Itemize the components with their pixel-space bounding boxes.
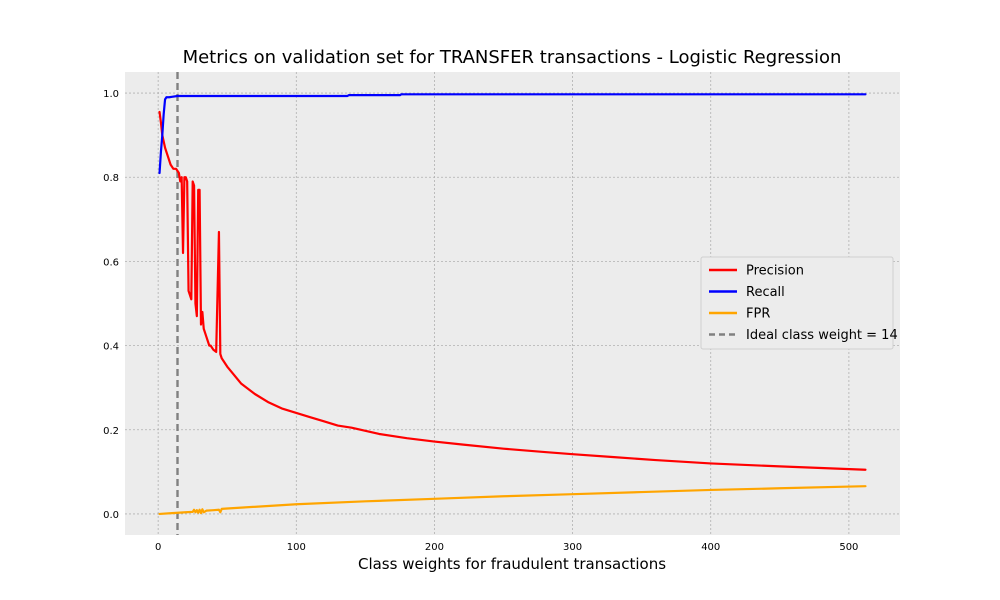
y-tick-label: 0.6 [103,257,119,268]
tick-labels: 0 100 200 300 400 500 0.0 0.2 0.4 0.6 0.8 1.0 [103,89,858,553]
series-line-fpr [158,485,867,516]
y-tick-label: 0.4 [103,342,119,353]
x-tick-label: 200 [425,542,444,553]
legend-label: Recall [746,285,785,300]
legend-label: Ideal class weight = 14 [746,328,898,343]
legend: Precision Recall FPR Ideal class weight = 1… [700,256,898,350]
y-tick-label: 0.8 [103,173,119,184]
y-tick-label: 0.2 [103,426,119,437]
x-tick-label: 300 [563,542,582,553]
x-tick-label: 100 [287,542,306,553]
series-lines [158,93,867,516]
legend-frame [700,256,894,350]
y-tick-label: 0.0 [103,510,119,521]
series-line-recall [158,93,867,175]
legend-label: Precision [746,264,804,279]
series-line-precision [158,110,867,471]
x-tick-label: 0 [155,542,161,553]
x-axis-label: Class weights for fraudulent transaction… [358,555,666,573]
x-tick-label: 400 [701,542,720,553]
x-tick-label: 500 [839,542,858,553]
chart-title: Metrics on validation set for TRANSFER t… [183,47,842,68]
legend-label: FPR [746,307,770,322]
y-tick-label: 1.0 [103,89,119,100]
